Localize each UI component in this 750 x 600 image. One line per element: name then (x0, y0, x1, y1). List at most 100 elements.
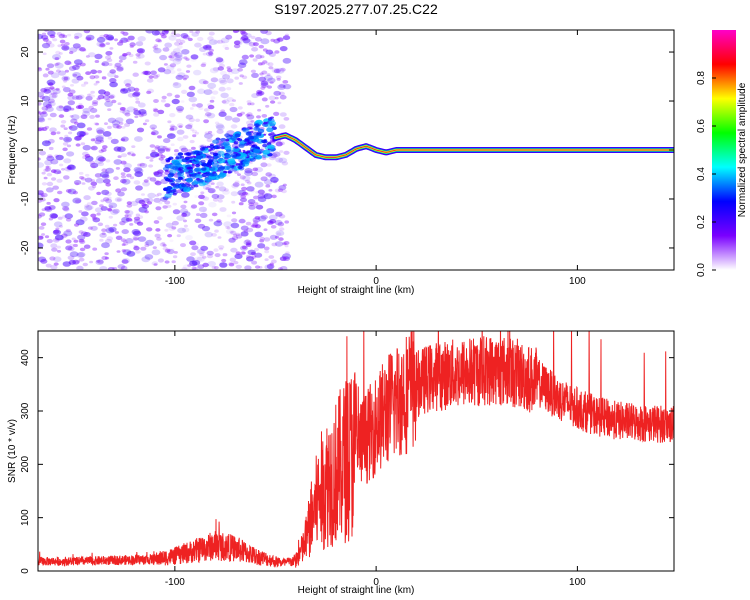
noise-blob (231, 218, 238, 223)
noise-blob (67, 255, 75, 261)
noise-blob (242, 191, 248, 196)
noise-blob (133, 237, 139, 241)
noise-blob (153, 171, 160, 176)
noise-blob (245, 179, 251, 183)
noise-blob (243, 239, 252, 246)
noise-blob (103, 33, 109, 38)
noise-blob (278, 185, 287, 191)
noise-blob (105, 159, 111, 163)
noise-blob (122, 241, 129, 246)
noise-blob (186, 256, 195, 262)
noise-blob (105, 55, 112, 60)
noise-blob (191, 31, 199, 37)
noise-blob (210, 96, 216, 100)
noise-blob (135, 53, 141, 57)
noise-blob (122, 240, 128, 244)
noise-blob (54, 62, 64, 69)
noise-blob (40, 259, 48, 264)
noise-blob (239, 192, 243, 196)
noise-blob (237, 106, 243, 110)
noise-blob (38, 251, 42, 255)
noise-blob (135, 185, 143, 191)
noise-blob (52, 88, 61, 95)
noise-blob (47, 30, 56, 37)
noise-blob (65, 245, 73, 251)
noise-blob (142, 122, 147, 126)
noise-blob (164, 103, 171, 108)
band-blob (200, 147, 206, 151)
noise-blob (75, 143, 81, 147)
noise-blob (101, 63, 106, 66)
noise-blob (140, 246, 147, 251)
noise-blob (44, 159, 53, 166)
noise-blob (126, 106, 136, 113)
noise-blob (125, 39, 130, 42)
noise-blob (177, 227, 187, 234)
noise-blob (63, 76, 69, 81)
noise-blob (121, 216, 130, 223)
noise-blob (55, 154, 64, 161)
band-blob (195, 174, 203, 180)
noise-blob (61, 85, 66, 89)
noise-blob (94, 60, 100, 63)
noise-blob (153, 108, 159, 113)
noise-blob (133, 166, 143, 173)
noise-blob (70, 107, 75, 111)
noise-blob (74, 32, 83, 39)
noise-blob (131, 145, 136, 149)
noise-blob (115, 117, 124, 123)
noise-blob (233, 44, 241, 49)
noise-blob (285, 251, 290, 255)
noise-blob (210, 77, 219, 83)
noise-blob (180, 147, 188, 153)
noise-blob (107, 207, 112, 211)
noise-blob (48, 217, 54, 221)
noise-blob (194, 256, 203, 262)
noise-blob (135, 55, 141, 60)
noise-blob (129, 45, 134, 48)
noise-blob (263, 74, 273, 81)
noise-blob (161, 95, 167, 100)
noise-blob (121, 136, 129, 142)
noise-blob (169, 124, 175, 128)
noise-blob (181, 195, 187, 200)
band-blob (218, 172, 227, 178)
noise-blob (269, 262, 274, 266)
noise-blob (154, 47, 159, 51)
noise-blob (75, 135, 83, 141)
band-blob (270, 116, 274, 119)
noise-blob (171, 98, 180, 105)
noise-blob (208, 51, 213, 55)
noise-blob (203, 119, 210, 124)
noise-blob (43, 168, 49, 173)
noise-blob (218, 261, 224, 266)
noise-blob (171, 226, 177, 230)
noise-blob (270, 176, 279, 183)
noise-blob (250, 120, 255, 123)
noise-blob (195, 30, 201, 34)
noise-blob (175, 105, 185, 112)
noise-blob (229, 102, 235, 107)
noise-blob (190, 205, 196, 210)
noise-blob (249, 54, 255, 58)
noise-blob (147, 176, 152, 180)
noise-blob (260, 176, 268, 182)
noise-blob (79, 47, 86, 52)
noise-blob (67, 188, 77, 195)
noise-blob (127, 35, 135, 41)
noise-blob (173, 82, 179, 86)
noise-blob (39, 235, 44, 239)
noise-blob (105, 182, 111, 187)
band-blob (208, 149, 212, 152)
noise-blob (83, 81, 89, 85)
noise-blob (102, 145, 108, 149)
noise-blob (203, 108, 210, 112)
noise-blob (143, 179, 149, 183)
noise-blob (176, 45, 183, 49)
noise-blob (79, 240, 86, 244)
noise-blob (247, 249, 256, 256)
noise-blob (117, 155, 122, 159)
noise-blob (207, 82, 217, 89)
noise-blob (84, 205, 93, 211)
noise-blob (73, 239, 79, 243)
